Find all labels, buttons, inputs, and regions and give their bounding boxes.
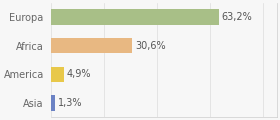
Bar	[51, 38, 132, 54]
Text: 63,2%: 63,2%	[221, 12, 252, 22]
Text: 30,6%: 30,6%	[135, 41, 166, 51]
Bar	[51, 96, 55, 111]
Text: 4,9%: 4,9%	[67, 69, 92, 79]
Bar	[51, 9, 219, 24]
Bar	[51, 66, 64, 82]
Text: 1,3%: 1,3%	[57, 98, 82, 108]
